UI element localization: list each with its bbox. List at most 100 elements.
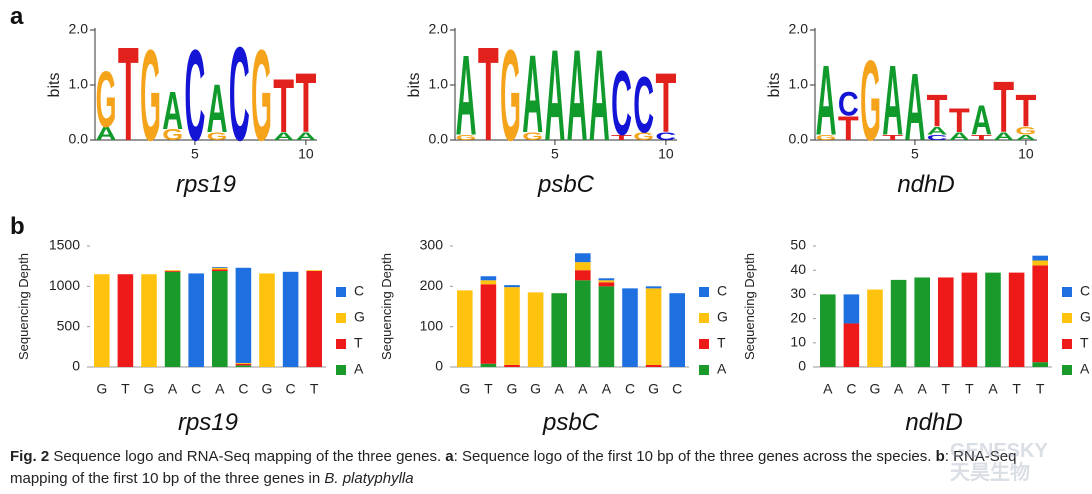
bar-segment — [235, 362, 252, 364]
bar-segment — [480, 280, 497, 285]
bar-segment — [1008, 272, 1025, 367]
bar-segment — [235, 363, 252, 366]
logo-letter: G — [1015, 126, 1036, 138]
bar-segment — [188, 273, 204, 367]
bar-segment — [551, 293, 567, 367]
legend-label: G — [354, 309, 365, 325]
x-tick-label: T — [484, 381, 493, 397]
legend-swatch — [699, 365, 709, 375]
legend-swatch — [1062, 313, 1072, 323]
legend-swatch — [699, 313, 709, 323]
gene-name: rps19 — [176, 171, 236, 198]
x-tick-label: T — [121, 381, 130, 397]
logo-letter: G — [140, 22, 161, 168]
y-tick-label: 2.0 — [429, 21, 449, 37]
logo-letter: G — [500, 22, 521, 168]
logo-letter: G — [96, 53, 117, 143]
bar-segment — [235, 365, 252, 367]
legend-swatch — [336, 365, 346, 375]
x-tick-label: T — [1036, 381, 1045, 397]
y-tick-label: 300 — [420, 237, 444, 253]
bar-segment — [961, 272, 978, 367]
bar-segment — [575, 280, 591, 367]
logo-letter: T — [882, 133, 904, 142]
bar-segment — [212, 267, 228, 270]
logo-letter: A — [882, 46, 903, 157]
logo-letter: C — [838, 85, 859, 123]
legend-label: T — [717, 335, 726, 351]
logo-letter: G — [456, 133, 477, 142]
bar-segment — [843, 294, 860, 324]
logo-letter: A — [273, 131, 294, 143]
legend-label: A — [1080, 361, 1090, 377]
bar-segment — [598, 278, 615, 281]
x-tick-label: A — [215, 381, 225, 397]
logo-letter: C — [927, 133, 950, 142]
bar-segment — [645, 286, 662, 289]
bar-segment — [914, 277, 930, 367]
bar-segment — [645, 364, 662, 367]
logo-letter: G — [162, 127, 183, 144]
logo-letter: A — [162, 82, 183, 141]
x-tick-label: G — [507, 381, 518, 397]
x-tick-label: T — [942, 381, 951, 397]
y-tick-label: 1.0 — [69, 76, 89, 92]
y-tick-label: 30 — [790, 285, 806, 301]
bar-segment — [575, 262, 591, 271]
y-axis-label: bits — [766, 73, 783, 98]
legend-swatch — [699, 287, 709, 297]
logo-letter: T — [838, 110, 859, 148]
logo-letter: T — [949, 102, 970, 140]
y-axis-label: Sequencing Depth — [379, 253, 394, 360]
bar-segment — [235, 267, 252, 363]
bar-segment — [141, 274, 157, 367]
caption-text: Sequence logo and RNA-Seq mapping of the… — [49, 448, 446, 465]
x-tick-label: G — [144, 381, 155, 397]
panel-label: b — [10, 213, 25, 240]
x-tick-label: T — [310, 381, 319, 397]
bar-segment — [212, 266, 228, 268]
y-axis-label: Sequencing Depth — [742, 253, 757, 360]
bar-segment — [480, 284, 497, 364]
bar-segment — [575, 270, 591, 281]
legend-swatch — [336, 313, 346, 323]
bar-segment — [890, 279, 907, 367]
y-tick-label: 1000 — [49, 277, 80, 293]
logo-letter: C — [655, 131, 676, 143]
y-tick-label: 0 — [435, 358, 443, 374]
y-axis-label: bits — [46, 73, 63, 98]
logo-letter: C — [229, 20, 250, 169]
bar-segment — [527, 292, 544, 367]
x-tick-label: A — [602, 381, 612, 397]
x-tick-label: A — [168, 381, 178, 397]
legend-swatch — [1062, 365, 1072, 375]
legend-label: C — [354, 283, 364, 299]
x-tick-label: C — [191, 381, 201, 397]
bar-segment — [867, 289, 883, 367]
y-tick-label: 2.0 — [789, 21, 809, 37]
x-tick-label: G — [530, 381, 541, 397]
legend-label: C — [1080, 283, 1090, 299]
y-tick-label: 50 — [790, 237, 806, 253]
bar-segment — [212, 271, 228, 367]
bar-segment — [94, 274, 110, 367]
legend-label: T — [1080, 335, 1089, 351]
bar-segment — [164, 271, 181, 367]
legend-label: C — [717, 283, 727, 299]
legend-label: G — [717, 309, 728, 325]
panel-label: a — [10, 3, 24, 30]
logo-letter: T — [478, 20, 499, 169]
x-tick-label: C — [238, 381, 248, 397]
x-tick-label: C — [286, 381, 296, 397]
y-tick-label: 1500 — [49, 237, 80, 253]
y-axis-label: bits — [406, 73, 423, 98]
x-tick-label: A — [555, 381, 565, 397]
x-tick-label: A — [823, 381, 833, 397]
bar-segment — [1032, 260, 1048, 266]
caption-label: b — [935, 448, 945, 465]
gene-name: rps19 — [178, 409, 238, 436]
x-tick-label: A — [918, 381, 928, 397]
logo-letter: A — [567, 22, 588, 168]
bar-segment — [598, 280, 615, 283]
